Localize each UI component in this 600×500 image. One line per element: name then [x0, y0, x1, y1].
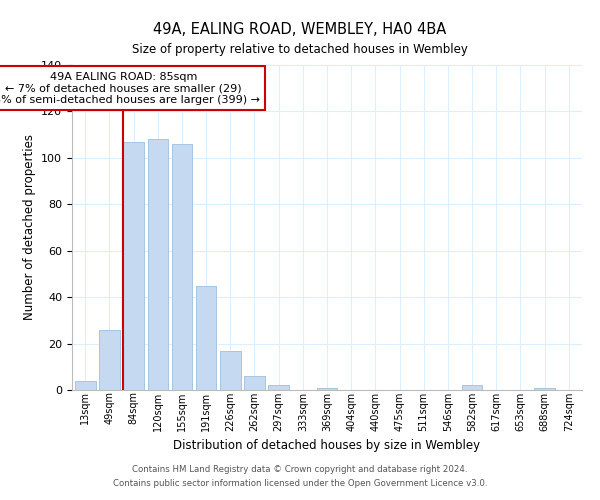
Bar	[124, 142, 144, 390]
Text: 49A, EALING ROAD, WEMBLEY, HA0 4BA: 49A, EALING ROAD, WEMBLEY, HA0 4BA	[154, 22, 446, 38]
Text: Contains HM Land Registry data © Crown copyright and database right 2024.
Contai: Contains HM Land Registry data © Crown c…	[113, 466, 487, 487]
Bar	[244, 376, 265, 390]
Bar	[196, 286, 217, 390]
Bar	[317, 388, 337, 390]
Text: 49A EALING ROAD: 85sqm
← 7% of detached houses are smaller (29)
93% of semi-deta: 49A EALING ROAD: 85sqm ← 7% of detached …	[0, 72, 260, 105]
Bar	[462, 386, 482, 390]
Bar	[220, 350, 241, 390]
Y-axis label: Number of detached properties: Number of detached properties	[23, 134, 35, 320]
Bar	[148, 140, 168, 390]
Bar	[75, 380, 95, 390]
Bar	[268, 386, 289, 390]
Bar	[172, 144, 192, 390]
Bar	[534, 388, 555, 390]
Text: Size of property relative to detached houses in Wembley: Size of property relative to detached ho…	[132, 42, 468, 56]
Bar	[99, 330, 120, 390]
X-axis label: Distribution of detached houses by size in Wembley: Distribution of detached houses by size …	[173, 439, 481, 452]
